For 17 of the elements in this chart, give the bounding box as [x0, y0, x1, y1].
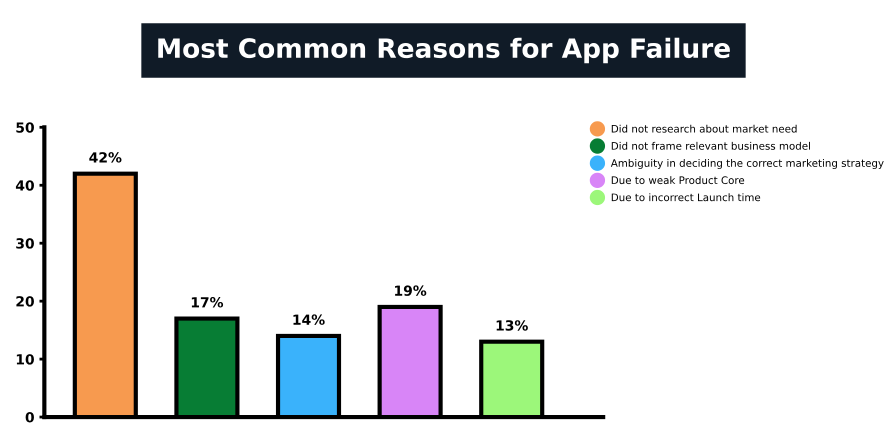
legend-label: Did not frame relevant business model — [612, 142, 810, 150]
data-label: 19% — [395, 285, 426, 296]
legend-label: Ambiguity in deciding the correct marketing strategy — [610, 158, 884, 169]
data-label: 42% — [89, 152, 122, 163]
y-tick-label: 30 — [16, 238, 34, 249]
chart-title: Most Common Reasons for App Failure — [158, 38, 730, 64]
y-tick-label: 10 — [16, 354, 34, 365]
legend-label: Due to incorrect Launch time — [612, 193, 760, 202]
y-tick-label: 50 — [16, 122, 34, 133]
y-tick-label: 20 — [16, 296, 34, 307]
legend-label: Due to weak Product Core — [612, 176, 744, 184]
data-label: 14% — [293, 314, 325, 325]
data-label: 17% — [192, 297, 224, 308]
y-tick-label: 40 — [16, 180, 34, 191]
legend-label: Did not research about market need — [612, 124, 797, 133]
data-label: 13% — [496, 320, 528, 331]
y-tick-label: 0 — [26, 412, 34, 423]
